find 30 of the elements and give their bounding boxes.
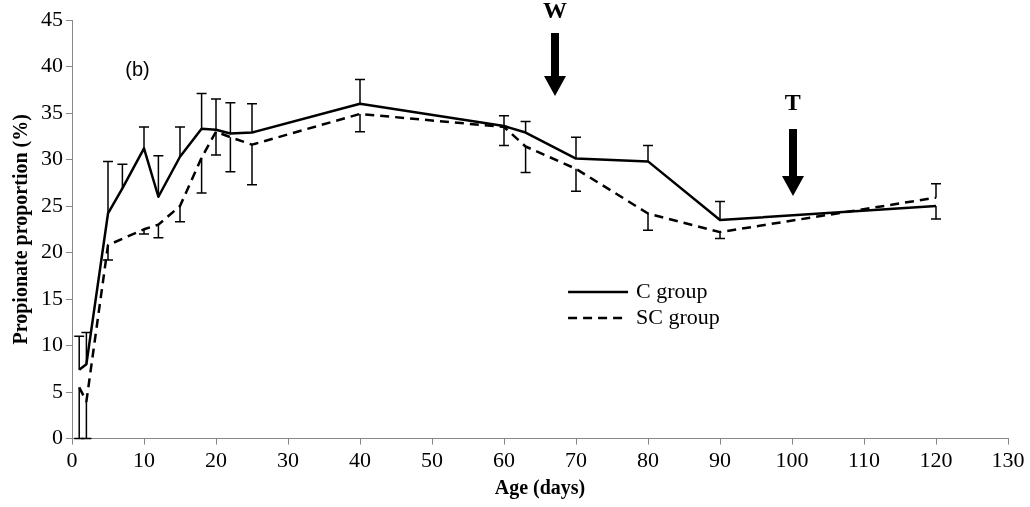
x-tick-label: 120 — [919, 446, 953, 472]
legend-label: SC group — [636, 303, 720, 329]
y-tick-label: 45 — [41, 5, 63, 31]
x-tick-label: 40 — [349, 446, 371, 472]
x-tick-label: 50 — [421, 446, 443, 472]
y-tick-label: 20 — [41, 238, 63, 264]
x-tick-label: 60 — [493, 446, 515, 472]
y-tick-label: 25 — [41, 191, 63, 217]
annotation: (b) — [125, 57, 150, 80]
y-tick-label: 40 — [41, 52, 63, 78]
annotation: W — [542, 0, 567, 23]
y-tick-label: 0 — [52, 424, 63, 450]
x-tick-label: 100 — [775, 446, 809, 472]
x-tick-label: 80 — [637, 446, 659, 472]
x-tick-label: 130 — [991, 446, 1025, 472]
x-tick-label: 70 — [565, 446, 587, 472]
y-tick-label: 30 — [41, 145, 63, 171]
x-tick-label: 10 — [133, 446, 155, 472]
y-tick-label: 35 — [41, 98, 63, 124]
annotation: T — [784, 88, 801, 115]
y-tick-label: 15 — [41, 284, 63, 310]
y-axis-title: Propionate proportion (%) — [9, 114, 33, 345]
x-tick-label: 30 — [277, 446, 299, 472]
y-tick-label: 10 — [41, 331, 63, 357]
x-tick-label: 20 — [205, 446, 227, 472]
y-tick-label: 5 — [52, 377, 63, 403]
legend-label: C group — [636, 277, 708, 303]
x-axis-title: Age (days) — [494, 476, 586, 500]
x-tick-label: 110 — [847, 446, 881, 472]
x-tick-label: 90 — [709, 446, 731, 472]
